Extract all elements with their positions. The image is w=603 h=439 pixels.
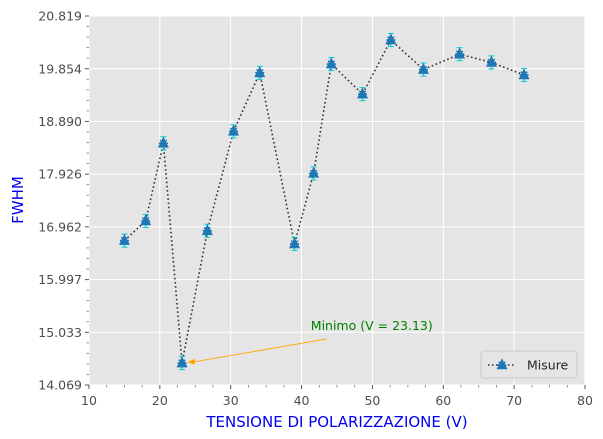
annotation-arrowhead [187,358,196,365]
y-tick-label: 18.890 [38,114,82,129]
y-axis-title: FWHM [9,176,27,224]
marker-triangle [308,166,320,178]
data-point-marker [357,87,368,99]
y-tick-label: 19.854 [38,61,82,76]
data-point-marker [118,233,130,245]
marker-triangle [518,68,530,80]
series-line [123,38,525,364]
marker-triangle [201,224,213,236]
x-tick-label: 50 [364,393,380,408]
marker-star-d2 [419,65,428,74]
x-tick-label: 80 [577,393,593,408]
marker-star-d2 [487,58,496,67]
y-axis-ticks: 14.069 15.033 15.997 16.962 17.926 18.890 19.8… [38,9,89,393]
x-tick-label: 20 [152,393,168,408]
series-line-group [123,38,525,364]
marker-triangle [176,356,188,368]
marker-star-d2 [178,359,186,367]
marker-star-d2 [387,36,395,44]
marker-triangle [118,233,130,245]
y-tick-label: 15.997 [38,272,82,287]
x-tick-label: 10 [81,393,97,408]
data-point-marker [254,66,266,78]
data-point-marker [140,214,152,226]
data-point-marker [325,57,337,69]
data-point-marker [417,62,429,74]
marker-star-d2 [309,169,318,178]
annotation-group: Minimo (V = 23.13) [187,318,433,365]
marker-triangle [325,57,337,69]
marker-triangle [454,47,466,59]
marker-triangle [357,87,368,99]
y-tick-label: 20.819 [38,9,82,24]
marker-triangle [228,124,240,136]
data-point-marker [518,68,530,80]
x-tick-label: 70 [506,393,522,408]
y-tick-label: 16.962 [38,219,82,234]
y-tick-label: 17.926 [38,167,82,182]
x-axis-title: TENSIONE DI POLARIZZAZIONE (V) [205,413,467,431]
y-tick-label: 15.033 [38,325,82,340]
marker-triangle [157,136,169,148]
marker-star-d2 [290,240,299,248]
marker-star-d2 [229,127,238,136]
x-tick-label: 30 [223,393,239,408]
marker-triangle [485,55,497,67]
marker-star-d2 [255,69,264,77]
data-point-marker [496,358,508,370]
annotation-label: Minimo (V = 23.13) [311,318,433,333]
data-point-marker [176,356,188,368]
data-point-marker [289,237,300,249]
markers-group [118,33,530,368]
legend-box [480,350,578,379]
marker-star-d2 [327,60,336,68]
marker-triangle [385,33,397,45]
marker-triangle [289,237,300,249]
marker-triangle [417,62,429,74]
marker-star-d2 [159,139,168,148]
legend-label-misure: Misure [527,358,569,373]
data-point-marker [485,55,497,67]
data-point-marker [385,33,397,45]
data-point-marker [228,124,240,136]
marker-triangle [496,358,508,370]
data-point-marker [201,224,213,236]
y-tick-label: 14.069 [38,378,82,393]
marker-star-d2 [498,361,506,369]
marker-star-d2 [203,226,212,235]
data-point-marker [454,47,466,59]
marker-triangle [140,214,152,226]
annotation-arrow [192,338,327,363]
marker-star-d2 [455,50,464,59]
minor-ticks [86,26,568,388]
plot-background [89,16,585,385]
marker-star-d2 [358,90,367,98]
x-tick-label: 60 [435,393,451,408]
marker-triangle [254,66,266,78]
marker-star-d2 [520,71,528,79]
data-point-marker [157,136,169,148]
x-axis-ticks: 10 20 30 40 50 60 70 80 [81,385,593,408]
marker-star-d2 [120,236,129,245]
x-tick-label: 40 [294,393,310,408]
marker-star-d2 [141,217,150,225]
legend: Misure [480,350,578,379]
legend-marker [496,358,508,370]
data-point-marker [308,166,320,178]
